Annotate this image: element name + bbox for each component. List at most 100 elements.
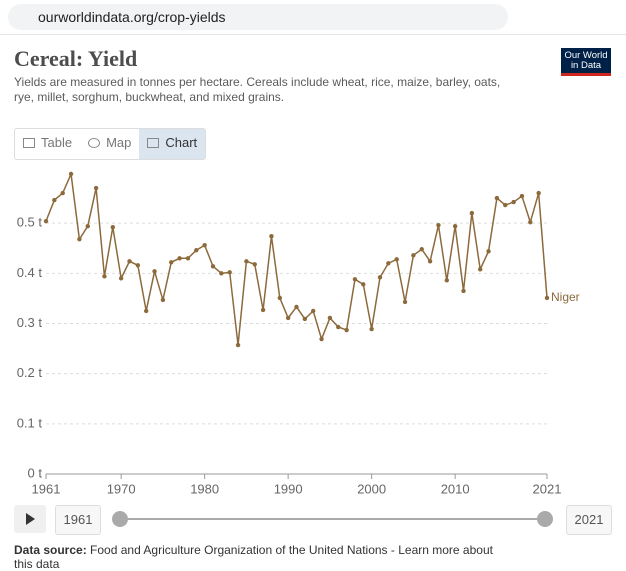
y-tick-label: 0.4 t <box>17 265 43 280</box>
tab[interactable]: Map <box>80 129 139 159</box>
series-label: Niger <box>551 290 580 304</box>
data-point <box>369 326 374 332</box>
data-point <box>52 197 57 203</box>
data-point <box>93 185 99 191</box>
timeline-handle[interactable] <box>537 511 553 527</box>
data-point <box>227 270 232 275</box>
data-point <box>528 219 533 225</box>
timeline-end[interactable]: 2021 <box>566 505 612 535</box>
x-tick-label: 1970 <box>107 481 136 496</box>
data-point <box>486 249 491 254</box>
data-point <box>461 288 466 294</box>
data-point <box>202 243 207 248</box>
data-point <box>394 257 399 262</box>
y-tick-label: 0.2 t <box>17 365 43 380</box>
y-tick-label: 0 t <box>28 465 43 480</box>
data-point <box>427 259 433 264</box>
data-point <box>285 315 291 321</box>
chart-title: Cereal: Yield <box>14 46 138 71</box>
logo-text: in Data <box>570 60 602 71</box>
data-point <box>319 336 324 342</box>
data-point <box>419 247 424 252</box>
data-point <box>336 324 341 330</box>
data-point <box>110 224 116 230</box>
y-tick-label: 0.1 t <box>17 415 43 430</box>
data-point <box>118 276 124 281</box>
browser-bar: ourworldindata.org/crop-yields <box>0 0 626 35</box>
data-point <box>519 193 525 199</box>
tab-label: Table <box>41 135 73 150</box>
y-tick-label: 0.3 t <box>17 315 43 330</box>
data-point <box>411 253 416 258</box>
tab-label: Chart <box>165 135 198 150</box>
x-tick-label: 2010 <box>441 481 470 496</box>
data-point <box>210 264 216 269</box>
tabs: Table Map Chart <box>14 128 207 160</box>
data-point <box>235 342 241 348</box>
data-point <box>302 316 308 322</box>
data-point <box>277 295 282 301</box>
data-point <box>494 195 500 201</box>
tab-label: Map <box>106 135 132 150</box>
tab[interactable]: Table <box>15 129 80 159</box>
data-point <box>127 259 132 264</box>
data-point <box>469 210 475 216</box>
source-text: Food and Agriculture Organization of the… <box>90 543 399 557</box>
data-point <box>478 267 483 272</box>
logo[interactable]: Our World in Data <box>561 48 611 76</box>
data-point <box>344 327 349 333</box>
data-point <box>444 278 449 283</box>
data-point <box>68 171 74 177</box>
x-tick-label: 1961 <box>32 481 61 496</box>
x-tick-label: 1990 <box>274 481 303 496</box>
data-point <box>244 259 249 264</box>
data-point <box>260 307 266 313</box>
series-line <box>45 171 548 346</box>
data-point <box>436 222 441 228</box>
data-point <box>327 315 333 321</box>
data-point <box>169 260 174 265</box>
data-point <box>177 256 182 261</box>
data-point <box>544 295 550 301</box>
timeline-handle[interactable] <box>112 511 128 527</box>
data-point <box>452 223 458 229</box>
address-bar[interactable]: ourworldindata.org/crop-yields <box>8 4 508 30</box>
y-tick-label: 0.5 t <box>17 215 43 230</box>
data-point <box>194 248 199 253</box>
data-point <box>144 308 149 314</box>
play-icon <box>26 513 35 525</box>
source-label: Data source: <box>14 543 87 557</box>
tab[interactable]: Chart <box>139 129 206 159</box>
data-point <box>294 304 299 310</box>
data-point <box>102 274 107 279</box>
data-point <box>60 190 65 196</box>
data-point <box>402 299 408 305</box>
data-point <box>252 262 257 267</box>
chart-subtitle: Yields are measured in tonnes per hectar… <box>14 75 501 104</box>
data-point <box>511 199 516 205</box>
timeline-start[interactable]: 1961 <box>55 505 101 535</box>
data-point <box>386 261 391 266</box>
data-point <box>185 256 191 261</box>
data-point <box>77 237 82 242</box>
x-tick-label: 2021 <box>533 481 562 496</box>
data-point <box>311 308 316 314</box>
data-point <box>352 277 358 282</box>
x-tick-label: 1980 <box>190 481 219 496</box>
data-point <box>85 223 90 229</box>
logo-text: Our World <box>564 50 608 61</box>
data-point <box>377 275 383 280</box>
data-point <box>361 282 366 287</box>
data-point <box>135 263 141 268</box>
data-point <box>503 202 508 208</box>
data-point <box>43 218 49 224</box>
url: ourworldindata.org/crop-yields <box>38 9 226 25</box>
data-point <box>536 190 541 196</box>
data-point <box>269 234 274 239</box>
data-point <box>160 297 166 303</box>
data-point <box>219 271 224 276</box>
x-tick-label: 2000 <box>357 481 386 496</box>
data-point <box>152 269 157 274</box>
